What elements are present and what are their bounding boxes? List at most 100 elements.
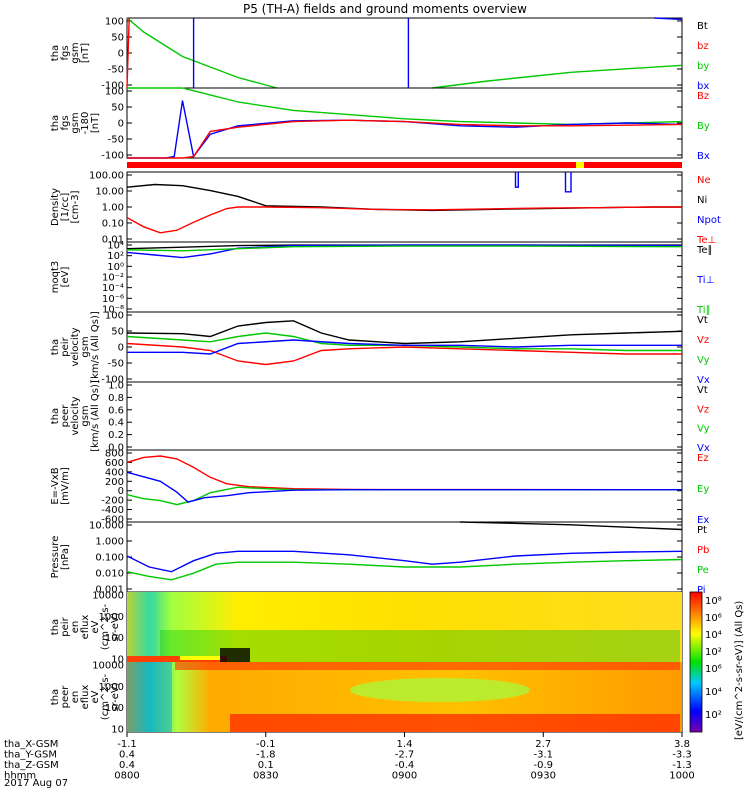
x-tick-label: 0.4 [119, 750, 135, 761]
series-line-Pe [126, 558, 683, 581]
y-tick-label: -200 [101, 496, 124, 507]
y-axis-label: Pressure [50, 536, 61, 579]
y-tick-label: 100 [105, 703, 124, 714]
y-tick-label: 100 [105, 311, 124, 322]
y-axis-label: tha [50, 689, 61, 705]
y-axis-label: fgs [60, 115, 71, 130]
y-axis-label: sr-eV) [110, 612, 121, 641]
y-axis-label: Density [50, 188, 61, 226]
y-tick-label: 10.00 [95, 187, 124, 198]
y-tick-label: -600 [101, 515, 124, 526]
y-axis-label: eflux [80, 615, 91, 640]
y-axis-label: fgs [60, 45, 71, 60]
legend-entry: Ne [697, 175, 711, 186]
y-tick-label: -100 [101, 375, 124, 386]
series-line-Vt [126, 320, 683, 345]
legend-entry: Npot [697, 215, 721, 226]
y-tick-label: 0 [118, 343, 124, 354]
y-tick-label: 0.2 [108, 430, 124, 441]
y-axis-label: gsm [70, 42, 81, 63]
legend-entry: Te∥ [696, 245, 713, 256]
series-line-by [126, 17, 278, 89]
spectrogram-peer [127, 662, 682, 732]
series-line-Bz [127, 119, 683, 159]
y-tick-label: 10⁰ [107, 262, 124, 273]
y-axis-label: peer [60, 685, 71, 709]
x-tick-label: 2.7 [535, 739, 551, 750]
series-line-Ex [126, 471, 682, 503]
x-tick-label: -0.1 [256, 739, 276, 750]
y-tick-label: 0.010 [95, 569, 124, 580]
y-tick-label: 100 [105, 87, 124, 98]
legend-entry: Vt [697, 385, 708, 396]
x-tick-label: 0.1 [258, 760, 274, 771]
y-axis-label: [nT] [80, 43, 91, 63]
y-axis-label: moqt3 [50, 261, 61, 294]
y-tick-label: 0 [118, 49, 124, 60]
y-axis-label: [mV/m] [60, 467, 71, 505]
panel-frame [126, 241, 683, 313]
legend-entry: Ey [697, 484, 709, 495]
y-axis-label: tha [50, 115, 61, 131]
y-axis-label: -180 [80, 112, 91, 135]
y-axis-label: eV [90, 690, 101, 703]
x-tick-label: -0.4 [395, 760, 415, 771]
x-tick-label: 0800 [114, 771, 139, 782]
x-tick-label: -2.7 [395, 750, 415, 761]
y-tick-label: 100.00 [89, 171, 124, 182]
spectrogram-peir [127, 592, 682, 662]
x-tick-label: 0.4 [119, 760, 135, 771]
y-tick-label: 50 [111, 327, 124, 338]
y-axis-label: en [70, 691, 81, 704]
x-tick-label: -1.8 [256, 750, 276, 761]
y-tick-label: 50 [111, 103, 124, 114]
y-tick-label: 10000 [92, 661, 124, 672]
legend-entry: Vz [697, 404, 709, 415]
colorbar-tick: 10⁶ [705, 613, 722, 624]
y-axis-label: [km/s (All Qs)] [90, 380, 101, 452]
y-tick-label: 1000 [99, 682, 124, 693]
panel-frame [126, 449, 683, 523]
x-row-label: tha_X-GSM [4, 739, 58, 750]
y-tick-label: 1000 [99, 612, 124, 623]
colorbar-tick: 10⁸ [705, 596, 722, 607]
figure-title: P5 (TH-A) fields and ground moments over… [243, 2, 527, 16]
colorbar-tick: 10⁶ [705, 664, 722, 675]
colorbar-tick: 10² [705, 710, 722, 721]
y-axis-label: [eV] [60, 267, 71, 288]
y-tick-label: 0 [118, 119, 124, 130]
x-tick-label: -3.3 [672, 750, 692, 761]
y-axis-label: [nPa] [60, 544, 71, 570]
y-tick-label: 0.001 [95, 585, 124, 596]
y-tick-label: 10² [107, 251, 124, 262]
x-tick-label: 3.8 [674, 739, 690, 750]
x-tick-label: 1000 [669, 771, 694, 782]
y-axis-label: E=-VxB [50, 467, 61, 504]
legend-entry: Vx [697, 443, 710, 454]
y-axis-label: [km/s (All Qs)] [90, 311, 101, 383]
y-axis-label: (cm^2-s- [100, 603, 111, 650]
y-axis-label: peir [60, 616, 71, 636]
y-tick-label: -50 [108, 65, 124, 76]
colorbar-tick: 10⁴ [705, 630, 722, 641]
series-line-Ni [126, 183, 682, 212]
x-tick-label: 0900 [392, 771, 417, 782]
colorbar-tick: 10² [705, 647, 722, 658]
legend-entry: Vy [697, 424, 710, 435]
y-axis-label: [cm-3] [70, 190, 81, 223]
y-tick-label: -400 [101, 505, 124, 516]
y-axis-label: velocity [70, 396, 81, 435]
x-axis-table: tha_X-GSM -1.1 -0.1 1.4 2.7 3.8 tha_Y-GSM 0.4 -1… [4, 732, 695, 782]
y-tick-label: 10 [111, 725, 124, 736]
y-tick-label: 1.00 [102, 203, 124, 214]
y-tick-label: -50 [108, 359, 124, 370]
y-tick-label: 50 [111, 33, 124, 44]
series-line-By [127, 87, 683, 126]
y-tick-label: 100 [105, 17, 124, 28]
x-tick-label: -0.9 [533, 760, 553, 771]
series-line-Vy [126, 332, 682, 352]
series-line-Npot [564, 172, 572, 193]
y-tick-label: 0 [118, 486, 124, 497]
